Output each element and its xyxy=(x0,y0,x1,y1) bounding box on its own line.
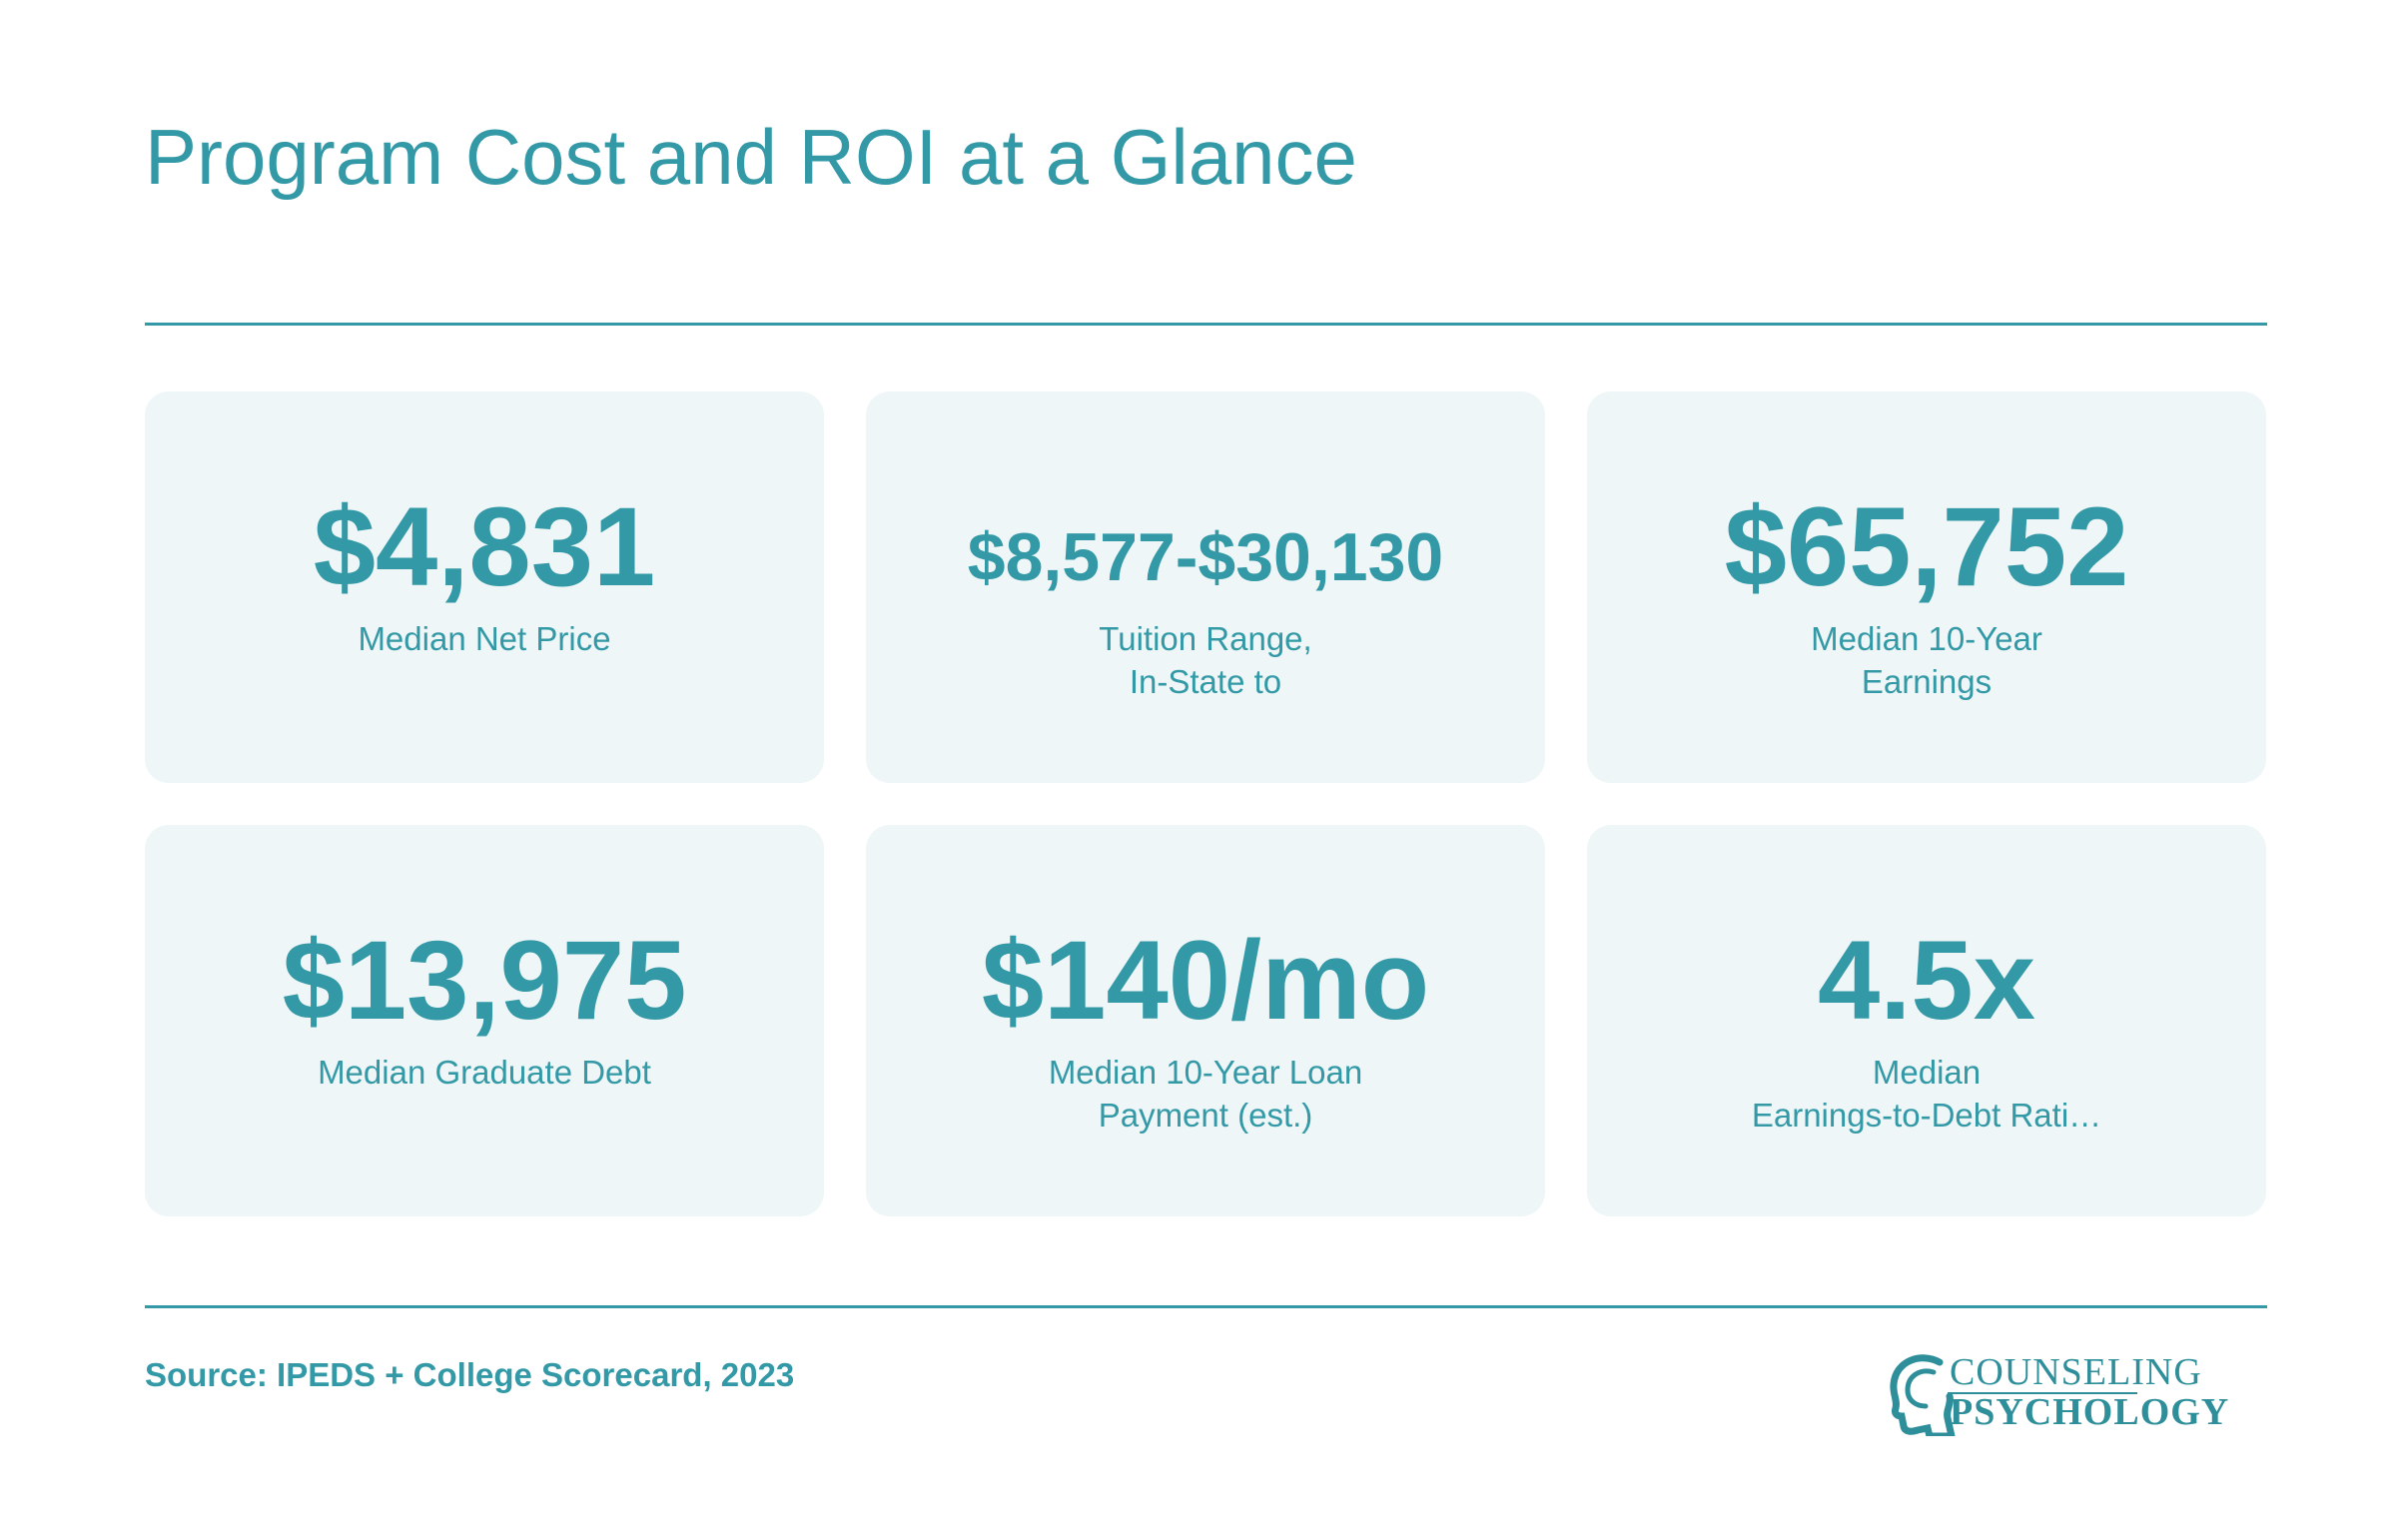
stat-card-earnings: $65,752 Median 10-Year Earnings xyxy=(1587,391,2266,783)
stat-value: $13,975 xyxy=(282,918,687,1043)
stat-label-line: Median Graduate Debt xyxy=(318,1054,651,1091)
stat-label-line: Earnings-to-Debt Rati… xyxy=(1751,1097,2102,1134)
brand-logo: COUNSELING PSYCHOLOGY xyxy=(1888,1348,2247,1438)
stat-label: Median Net Price xyxy=(358,617,610,660)
stat-value: $8,577-$30,130 xyxy=(967,519,1444,595)
stat-card-tuition-range: $8,577-$30,130 Tuition Range, In-State t… xyxy=(866,391,1545,783)
stat-label-line: In-State to xyxy=(1129,663,1282,700)
logo-text-line1: COUNSELING xyxy=(1950,1351,2202,1393)
logo-divider xyxy=(1948,1392,2137,1394)
stat-value: $4,831 xyxy=(313,484,656,609)
source-note: Source: IPEDS + College Scorecard, 2023 xyxy=(145,1356,795,1393)
stat-value: $140/mo xyxy=(981,918,1430,1043)
stat-label-line: Median 10-Year xyxy=(1811,620,2042,657)
stat-card-loan-payment: $140/mo Median 10-Year Loan Payment (est… xyxy=(866,825,1545,1216)
top-divider xyxy=(145,323,2267,326)
stat-value: 4.5x xyxy=(1818,918,2035,1043)
stat-label-line: Median Net Price xyxy=(358,620,611,657)
logo-text-line2: PSYCHOLOGY xyxy=(1950,1391,2230,1433)
stat-card-graduate-debt: $13,975 Median Graduate Debt xyxy=(145,825,824,1216)
stat-label: Tuition Range, In-State to xyxy=(1099,617,1311,703)
stat-label: Median 10-Year Loan Payment (est.) xyxy=(1049,1051,1362,1137)
bottom-divider xyxy=(145,1305,2267,1308)
page-title: Program Cost and ROI at a Glance xyxy=(145,113,1357,201)
stat-label-line: Payment (est.) xyxy=(1098,1097,1313,1134)
stat-value: $65,752 xyxy=(1724,484,2129,609)
stat-card-earnings-debt-ratio: 4.5x Median Earnings-to-Debt Rati… xyxy=(1587,825,2266,1216)
stat-label: Median 10-Year Earnings xyxy=(1811,617,2042,703)
stat-label-line: Earnings xyxy=(1861,663,1993,700)
stat-label-line: Median xyxy=(1872,1054,1982,1091)
stat-card-net-price: $4,831 Median Net Price xyxy=(145,391,824,783)
stat-label: Median Earnings-to-Debt Rati… xyxy=(1752,1051,2101,1137)
stat-label-line: Tuition Range, xyxy=(1099,620,1312,657)
stats-grid: $4,831 Median Net Price $8,577-$30,130 T… xyxy=(145,391,2267,1216)
stat-label-line: Median 10-Year Loan xyxy=(1048,1054,1363,1091)
stat-label: Median Graduate Debt xyxy=(318,1051,651,1094)
head-profile-icon xyxy=(1890,1354,1956,1436)
